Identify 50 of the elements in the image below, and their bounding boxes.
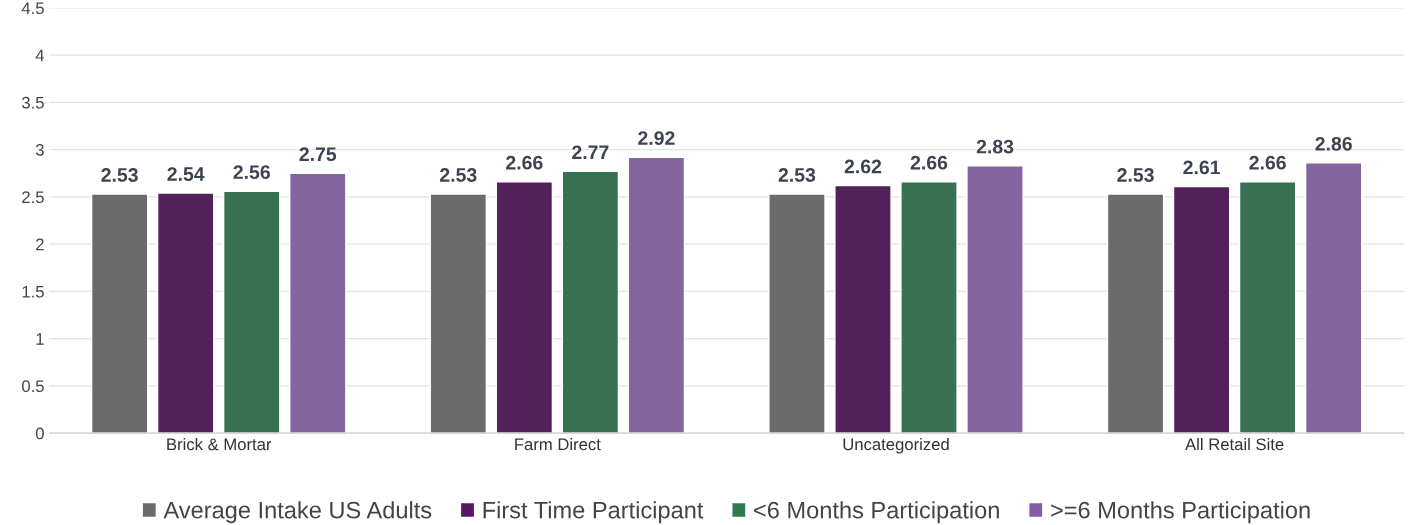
bar — [627, 156, 686, 434]
x-tick-label: All Retail Site — [1185, 437, 1284, 451]
x-tick-label: Farm Direct — [515, 437, 601, 451]
legend-label: >=6 Months Participation — [1051, 501, 1310, 524]
data-label: 2.92 — [638, 131, 675, 146]
x-tick-label: Uncategorized — [843, 437, 949, 454]
data-label: 2.66 — [910, 155, 948, 170]
data-label: 2.66 — [1249, 155, 1286, 170]
bar — [156, 192, 215, 434]
data-label: 2.83 — [976, 139, 1014, 154]
data-label: 2.62 — [844, 159, 882, 174]
y-tick-label: 0.5 — [22, 380, 44, 393]
legend-label: Average Intake US Adults — [163, 501, 432, 524]
data-label: 2.61 — [1183, 160, 1220, 175]
bar — [834, 184, 892, 434]
data-label: 2.54 — [167, 167, 205, 181]
x-tick-label: Brick & Mortar — [167, 437, 272, 451]
y-tick-label: 4 — [35, 49, 45, 62]
data-label: 2.53 — [440, 168, 477, 182]
y-tick-label: 1.5 — [22, 285, 44, 298]
bar — [1106, 193, 1165, 434]
bar — [561, 170, 620, 434]
legend-label: <6 Months Participation — [754, 501, 999, 524]
data-label: 2.56 — [233, 165, 270, 180]
legend-label: First Time Participant — [483, 501, 704, 524]
bar — [966, 164, 1024, 434]
y-tick-label: 4.5 — [21, 2, 44, 15]
y-tick-label: 3 — [35, 144, 44, 156]
y-tick-label: 3.5 — [21, 96, 44, 109]
y-tick-label: 2.5 — [22, 191, 44, 204]
data-label: 2.66 — [506, 155, 543, 170]
data-label: 2.53 — [101, 168, 138, 182]
data-label: 2.86 — [1315, 136, 1352, 151]
bar — [90, 193, 149, 434]
bar — [495, 181, 554, 434]
y-tick-label: 2 — [36, 238, 44, 251]
bar — [1172, 185, 1231, 434]
y-tick-label: 0 — [35, 427, 44, 440]
data-label: 2.53 — [1117, 168, 1154, 182]
bar — [288, 172, 347, 434]
bar — [900, 181, 958, 434]
y-tick-label: 1 — [36, 333, 44, 345]
bar — [1238, 181, 1297, 434]
bar — [429, 193, 488, 434]
bar — [222, 190, 281, 434]
bar — [1304, 162, 1363, 434]
data-label: 2.77 — [572, 145, 609, 159]
data-label: 2.53 — [778, 168, 816, 182]
bar — [768, 193, 826, 434]
data-label: 2.75 — [299, 147, 337, 162]
